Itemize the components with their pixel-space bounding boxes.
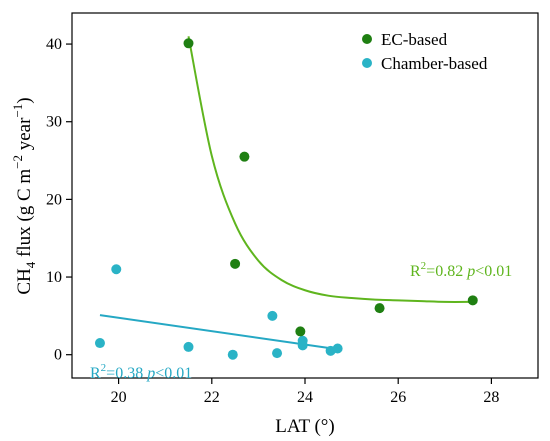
chamber-data-point	[272, 348, 283, 359]
chamber-data-point	[332, 343, 343, 354]
annot-ec-r: R	[410, 263, 421, 280]
annot-ec-pval: <0.01	[475, 263, 512, 280]
ec-data-point	[295, 326, 306, 337]
ylabel-sub: 4	[23, 261, 38, 268]
y-axis-label: CH4 flux (g C m−2 year−1)	[10, 97, 38, 294]
y-tick-label: 0	[54, 347, 62, 364]
x-tick-label: 22	[204, 389, 220, 406]
x-tick-label: 28	[483, 389, 499, 406]
ylabel-rest: flux (g C m	[14, 169, 35, 262]
legend-label-ec: EC-based	[381, 30, 448, 49]
ylabel-mid: year	[14, 117, 35, 155]
ylabel-sup1: −2	[10, 155, 25, 169]
annot-ch-sup: 2	[101, 362, 107, 374]
ylabel-sup2: −1	[10, 104, 25, 118]
data-points	[94, 38, 478, 360]
y-tick-label: 30	[46, 114, 62, 131]
x-tick-label: 26	[390, 389, 406, 406]
fit-lines	[99, 36, 473, 351]
annotation-chamber-fit: R2=0.38 p<0.01	[90, 362, 192, 382]
legend-marker-chamber	[362, 58, 372, 68]
annot-ec-sup: 2	[421, 260, 427, 272]
ec-data-point	[183, 38, 194, 49]
legend: EC-based Chamber-based	[362, 30, 488, 73]
annotation-ec-fit: R2=0.82 p<0.01	[410, 260, 512, 280]
annot-ec-p: p	[466, 263, 475, 280]
annot-ch-pval: <0.01	[155, 365, 192, 382]
y-tick-label: 40	[46, 36, 62, 53]
annot-ch-r: R	[90, 365, 101, 382]
y-tick-label: 10	[46, 269, 62, 286]
annot-ec-value: =0.82	[426, 263, 463, 280]
x-tick-label: 24	[297, 389, 313, 406]
chamber-data-point	[227, 349, 238, 360]
ec-data-point	[230, 258, 241, 269]
ec-data-point	[467, 295, 478, 306]
chamber-data-point	[111, 264, 122, 275]
annot-ch-p: p	[146, 365, 155, 382]
x-axis-label: LAT (°)	[275, 416, 335, 437]
x-tick-label: 20	[111, 389, 127, 406]
chamber-data-point	[267, 310, 278, 321]
ylabel-base: CH	[14, 268, 35, 295]
chamber-data-point	[94, 338, 105, 349]
legend-label-chamber: Chamber-based	[381, 54, 488, 73]
legend-marker-ec	[362, 34, 372, 44]
ec-data-point	[239, 151, 250, 162]
y-tick-label: 20	[46, 191, 62, 208]
ec-fit-curve	[187, 36, 473, 303]
ylabel-end: )	[14, 97, 35, 103]
chamber-data-point	[297, 340, 308, 351]
ec-data-point	[374, 303, 385, 314]
annot-ch-value: =0.38	[106, 365, 143, 382]
chamber-data-point	[183, 341, 194, 352]
